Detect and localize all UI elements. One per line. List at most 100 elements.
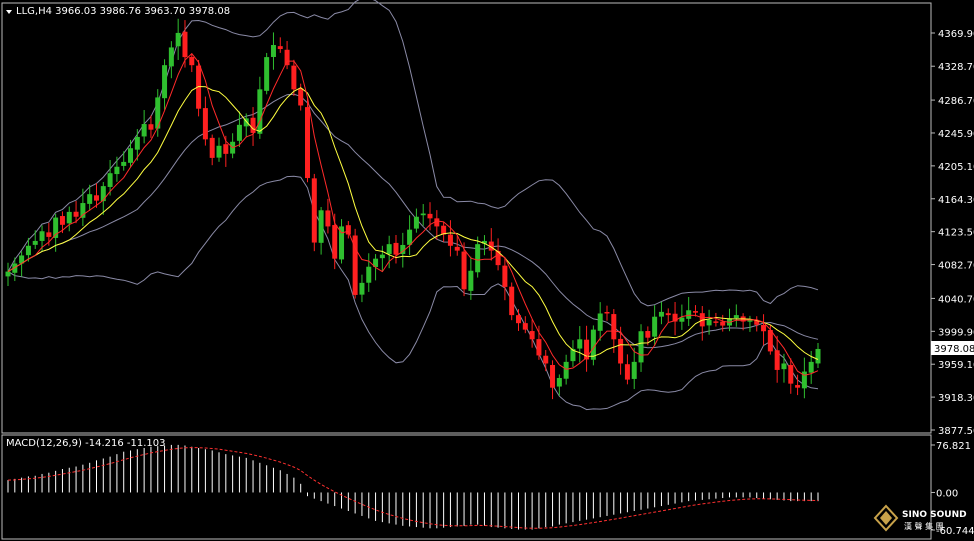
candle-body — [80, 203, 86, 218]
candle-body — [189, 56, 195, 66]
price-tick-label: 4164.30 — [938, 195, 974, 206]
candle-body — [808, 361, 814, 373]
candle-body — [720, 321, 726, 326]
candle-body — [713, 321, 719, 323]
candle-body — [270, 45, 276, 57]
symbol-header: LLG,H4 3966.03 3986.76 3963.70 3978.08 — [16, 6, 230, 17]
candle-body — [488, 241, 494, 251]
candle-body — [209, 137, 215, 158]
candle-body — [767, 330, 773, 352]
candle-body — [318, 210, 324, 243]
ma-fast-line — [7, 52, 819, 376]
candle-body — [502, 265, 508, 287]
price-tick-label: 3959.10 — [938, 360, 974, 371]
candle-body — [155, 97, 161, 129]
candle-body — [604, 311, 610, 314]
price-tick-label: 4286.70 — [938, 96, 974, 107]
candle-body — [577, 339, 583, 349]
candle-body — [291, 65, 297, 90]
candle-body — [447, 234, 453, 246]
bollinger-lower-line — [7, 175, 819, 411]
candle-body — [339, 226, 345, 260]
candle-body — [304, 107, 310, 179]
candle-body — [536, 339, 542, 356]
candle-body — [543, 355, 549, 364]
candle-body — [570, 348, 576, 362]
candle-body — [781, 363, 787, 370]
candle-body — [733, 315, 739, 319]
candle-body — [550, 364, 556, 388]
macd-tick-label: 0.00 — [936, 488, 958, 499]
candle-body — [5, 271, 11, 277]
candle-body — [373, 258, 379, 267]
candle-body — [665, 313, 671, 316]
logo-chinese: 漢 聲 集 團 — [904, 521, 944, 531]
macd-tick-label: -60.744 — [936, 526, 974, 537]
candle-body — [795, 385, 801, 388]
candle-body — [182, 31, 188, 58]
candle-body — [495, 250, 501, 266]
candle-body — [420, 213, 426, 216]
candle-body — [386, 244, 392, 255]
candle-body — [216, 145, 222, 158]
ma-slow-line — [7, 85, 819, 360]
candle-body — [692, 311, 698, 313]
candle-body — [686, 310, 692, 319]
candle-body — [611, 314, 617, 340]
price-tick-label: 4369.90 — [938, 29, 974, 40]
candle-body — [128, 148, 134, 163]
candle-body — [298, 88, 304, 106]
candle-body — [801, 371, 807, 389]
price-tick-label: 3877.50 — [938, 426, 974, 437]
price-panel-frame — [1, 2, 932, 434]
current-price-label: 3978.08 — [934, 344, 974, 355]
macd-tick-label: 76.821 — [936, 441, 971, 452]
current-price-tag — [931, 341, 974, 355]
candle-body — [202, 108, 208, 140]
candle-body — [631, 361, 637, 379]
candle-body — [264, 57, 270, 91]
candle-body — [658, 311, 664, 317]
candle-body — [250, 117, 256, 133]
candle-body — [243, 118, 249, 127]
candle-body — [32, 240, 38, 245]
candle-body — [87, 194, 93, 204]
candle-body — [815, 348, 821, 364]
candle-body — [638, 331, 644, 363]
candle-body — [434, 218, 440, 227]
candle-body — [788, 365, 794, 384]
candle-body — [284, 49, 290, 66]
candle-body — [162, 65, 168, 99]
candle-body — [277, 46, 283, 50]
price-tick-label: 3918.30 — [938, 393, 974, 404]
candle-body — [325, 210, 331, 227]
price-tick-label: 4328.70 — [938, 62, 974, 73]
candle-body — [529, 331, 535, 340]
candle-body — [39, 231, 45, 241]
triangle-down-icon[interactable] — [6, 10, 12, 14]
candle-body — [774, 350, 780, 370]
logo-name: SINO SOUND — [902, 510, 967, 520]
candle-body — [19, 255, 25, 264]
candle-body — [141, 124, 147, 137]
candle-body — [73, 211, 79, 217]
price-tick-label: 4245.90 — [938, 129, 974, 140]
candle-body — [257, 89, 263, 134]
candle-body — [481, 240, 487, 244]
macd-panel-frame — [1, 434, 932, 540]
candle-body — [516, 315, 522, 324]
price-tick-label: 4082.70 — [938, 261, 974, 272]
candle-body — [121, 161, 127, 166]
price-tick-label: 4040.70 — [938, 294, 974, 305]
sino-sound-logo: SINO SOUND 漢 聲 集 團 — [873, 504, 967, 532]
candle-body — [393, 242, 399, 255]
candle-body — [53, 217, 59, 238]
candle-body — [441, 225, 447, 235]
macd-header: MACD(12,26,9) -14.216 -11.103 — [6, 438, 166, 449]
candle-body — [345, 225, 351, 235]
candle-body — [379, 254, 385, 259]
candle-body — [624, 364, 630, 380]
candle-body — [12, 263, 18, 273]
candle-body — [196, 65, 202, 109]
